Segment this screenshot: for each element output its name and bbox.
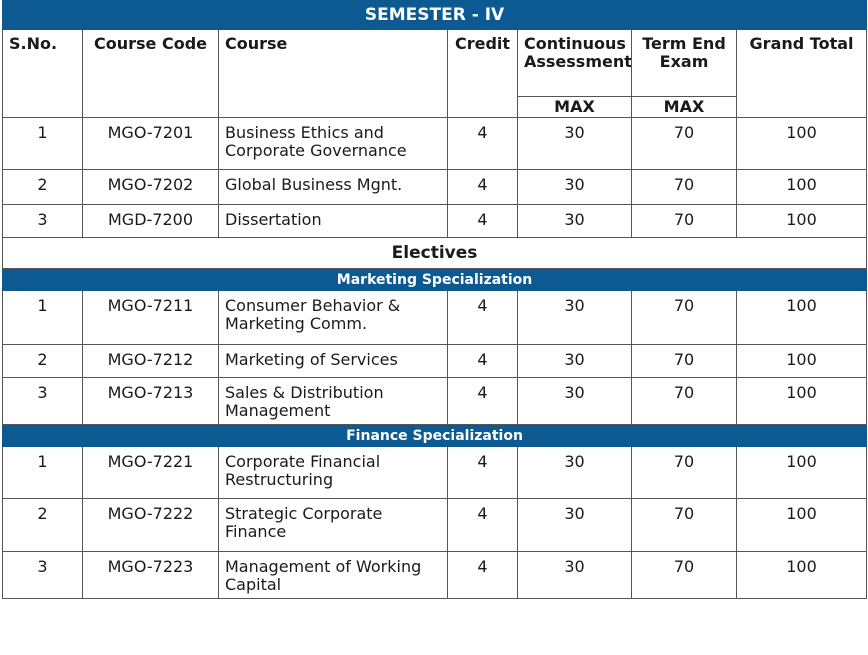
cell-ca: 30 (517, 344, 632, 378)
electives-heading: Electives (1, 237, 868, 269)
cell-ca: 30 (517, 551, 632, 599)
cell-te: 70 (631, 446, 737, 499)
cell-total: 100 (735, 377, 868, 425)
cell-sno: 1 (2, 446, 83, 499)
cell-code: MGO-7201 (82, 117, 219, 170)
cell-credit: 4 (447, 551, 518, 599)
table-row: 3 MGO-7223 Management of Working Capital… (2, 551, 868, 599)
header-ca-max: MAX (517, 96, 632, 118)
table-row: 3 MGD-7200 Dissertation 4 30 70 100 (2, 204, 868, 238)
header-sno: S.No. (2, 29, 83, 118)
table-row: 2 MGO-7212 Marketing of Services 4 30 70… (2, 344, 868, 378)
cell-course: Strategic Corporate Finance (218, 498, 448, 552)
table-row: 3 MGO-7213 Sales & Distribution Manageme… (2, 377, 868, 425)
marketing-specialization-heading: Marketing Specialization (1, 268, 868, 291)
cell-te: 70 (631, 551, 737, 599)
cell-credit: 4 (447, 290, 518, 345)
table-row: 1 MGO-7201 Business Ethics and Corporate… (2, 117, 868, 170)
cell-total: 100 (735, 446, 868, 499)
cell-credit: 4 (447, 344, 518, 378)
cell-te: 70 (631, 117, 737, 170)
cell-ca: 30 (517, 446, 632, 499)
cell-course: Corporate Financial Restructuring (218, 446, 448, 499)
cell-code: MGO-7212 (82, 344, 219, 378)
cell-credit: 4 (447, 377, 518, 425)
cell-credit: 4 (447, 204, 518, 238)
cell-course: Dissertation (218, 204, 448, 238)
cell-total: 100 (735, 498, 868, 552)
cell-course: Sales & Distribution Management (218, 377, 448, 425)
cell-sno: 2 (2, 498, 83, 552)
cell-course: Management of Working Capital (218, 551, 448, 599)
header-course-code: Course Code (82, 29, 219, 118)
semester-table: SEMESTER - IV S.No. Course Code Course C… (1, 0, 868, 599)
table-row: 1 MGO-7211 Consumer Behavior & Marketing… (2, 290, 868, 345)
cell-credit: 4 (447, 446, 518, 499)
cell-sno: 2 (2, 169, 83, 205)
cell-ca: 30 (517, 169, 632, 205)
header-continuous-assessment: Continuous Assessment (517, 29, 632, 97)
header-te-max: MAX (631, 96, 737, 118)
cell-code: MGO-7222 (82, 498, 219, 552)
finance-specialization-heading: Finance Specialization (1, 424, 868, 447)
cell-total: 100 (735, 204, 868, 238)
cell-code: MGO-7221 (82, 446, 219, 499)
cell-course: Business Ethics and Corporate Governance (218, 117, 448, 170)
cell-course: Consumer Behavior & Marketing Comm. (218, 290, 448, 345)
header-term-end-exam: Term End Exam (631, 29, 737, 97)
cell-sno: 3 (2, 551, 83, 599)
cell-ca: 30 (517, 204, 632, 238)
cell-total: 100 (735, 117, 868, 170)
cell-code: MGO-7202 (82, 169, 219, 205)
table-row: 2 MGO-7202 Global Business Mgnt. 4 30 70… (2, 169, 868, 205)
cell-course: Global Business Mgnt. (218, 169, 448, 205)
cell-total: 100 (735, 344, 868, 378)
cell-course: Marketing of Services (218, 344, 448, 378)
table-row: 2 MGO-7222 Strategic Corporate Finance 4… (2, 498, 868, 552)
cell-sno: 3 (2, 377, 83, 425)
cell-credit: 4 (447, 498, 518, 552)
table-row: 1 MGO-7221 Corporate Financial Restructu… (2, 446, 868, 499)
semester-title: SEMESTER - IV (1, 0, 868, 30)
cell-sno: 2 (2, 344, 83, 378)
cell-te: 70 (631, 169, 737, 205)
cell-credit: 4 (447, 117, 518, 170)
cell-code: MGO-7223 (82, 551, 219, 599)
cell-total: 100 (735, 290, 868, 345)
cell-ca: 30 (517, 377, 632, 425)
cell-te: 70 (631, 377, 737, 425)
header-grand-total: Grand Total (735, 29, 868, 118)
cell-sno: 3 (2, 204, 83, 238)
cell-ca: 30 (517, 498, 632, 552)
cell-te: 70 (631, 498, 737, 552)
cell-code: MGO-7211 (82, 290, 219, 345)
cell-ca: 30 (517, 117, 632, 170)
cell-total: 100 (735, 169, 868, 205)
cell-te: 70 (631, 290, 737, 345)
cell-sno: 1 (2, 117, 83, 170)
cell-ca: 30 (517, 290, 632, 345)
cell-sno: 1 (2, 290, 83, 345)
cell-code: MGD-7200 (82, 204, 219, 238)
header-credit: Credit (447, 29, 518, 118)
cell-total: 100 (735, 551, 868, 599)
header-course: Course (218, 29, 448, 118)
cell-te: 70 (631, 344, 737, 378)
cell-code: MGO-7213 (82, 377, 219, 425)
cell-credit: 4 (447, 169, 518, 205)
cell-te: 70 (631, 204, 737, 238)
